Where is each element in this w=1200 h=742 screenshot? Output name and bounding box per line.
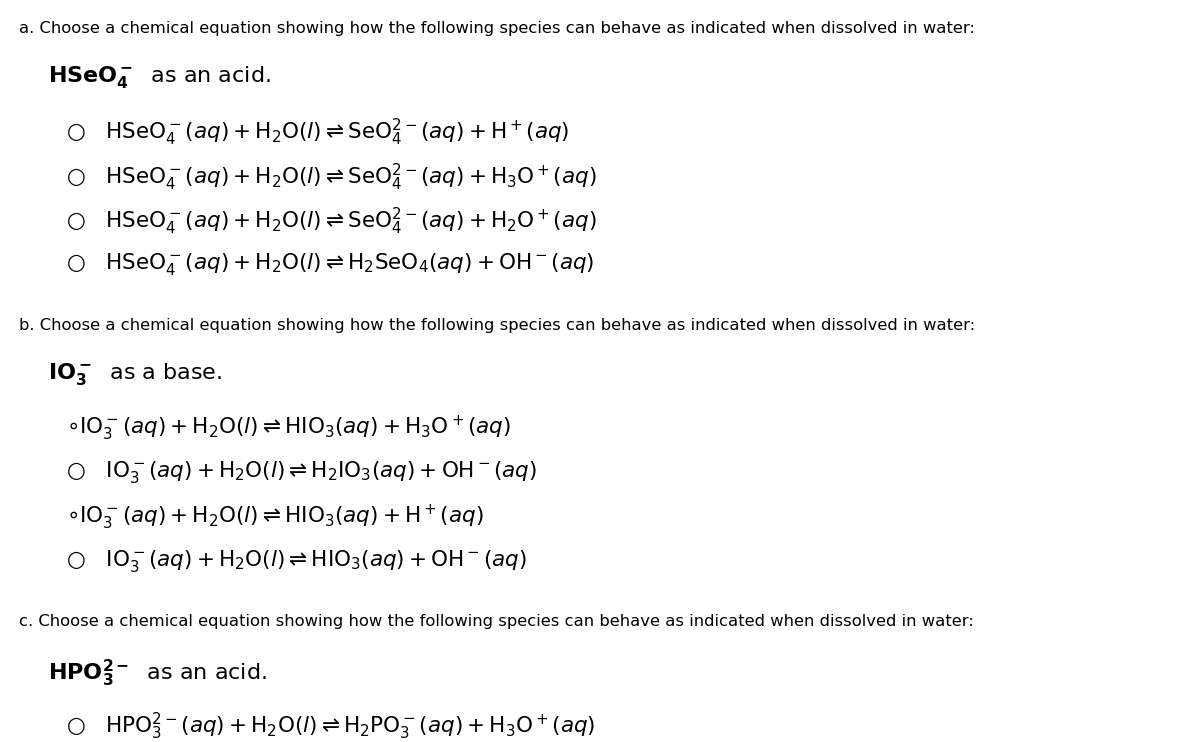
Text: $\circ\mathrm{IO_3^-}(aq) + \mathrm{H_2O}(l) \rightleftharpoons \mathrm{HIO_3}(a: $\circ\mathrm{IO_3^-}(aq) + \mathrm{H_2O…: [66, 414, 511, 443]
Text: $\bigcirc \quad \mathrm{HSeO_4^-}(aq) + \mathrm{H_2O}(l) \rightleftharpoons \mat: $\bigcirc \quad \mathrm{HSeO_4^-}(aq) + …: [66, 251, 594, 277]
Text: $\mathbf{HSeO_4^-}$$\mathbf{\ }$ as an acid.: $\mathbf{HSeO_4^-}$$\mathbf{\ }$ as an a…: [48, 64, 271, 90]
Text: $\circ\mathrm{IO_3^-}(aq) + \mathrm{H_2O}(l) \rightleftharpoons \mathrm{HIO_3}(a: $\circ\mathrm{IO_3^-}(aq) + \mathrm{H_2O…: [66, 503, 484, 532]
Text: $\bigcirc \quad \mathrm{HSeO_4^-}(aq) + \mathrm{H_2O}(l) \rightleftharpoons \mat: $\bigcirc \quad \mathrm{HSeO_4^-}(aq) + …: [66, 117, 570, 148]
Text: $\bigcirc \quad \mathrm{IO_3^-}(aq) + \mathrm{H_2O}(l) \rightleftharpoons \mathr: $\bigcirc \quad \mathrm{IO_3^-}(aq) + \m…: [66, 548, 527, 574]
Text: a. Choose a chemical equation showing how the following species can behave as in: a. Choose a chemical equation showing ho…: [19, 21, 976, 36]
Text: b. Choose a chemical equation showing how the following species can behave as in: b. Choose a chemical equation showing ho…: [19, 318, 976, 332]
Text: $\bigcirc \quad \mathrm{HPO_3^{2-}}(aq) + \mathrm{H_2O}(l) \rightleftharpoons \m: $\bigcirc \quad \mathrm{HPO_3^{2-}}(aq) …: [66, 711, 595, 742]
Text: $\bigcirc \quad \mathrm{HSeO_4^-}(aq) + \mathrm{H_2O}(l) \rightleftharpoons \mat: $\bigcirc \quad \mathrm{HSeO_4^-}(aq) + …: [66, 162, 596, 193]
Text: $\bigcirc \quad \mathrm{HSeO_4^-}(aq) + \mathrm{H_2O}(l) \rightleftharpoons \mat: $\bigcirc \quad \mathrm{HSeO_4^-}(aq) + …: [66, 206, 596, 237]
Text: $\bigcirc \quad \mathrm{IO_3^-}(aq) + \mathrm{H_2O}(l) \rightleftharpoons \mathr: $\bigcirc \quad \mathrm{IO_3^-}(aq) + \m…: [66, 459, 538, 485]
Text: $\mathbf{HPO_3^{2-}}$$\mathbf{\ }$ as an acid.: $\mathbf{HPO_3^{2-}}$$\mathbf{\ }$ as an…: [48, 657, 266, 689]
Text: $\mathbf{IO_3^-}$$\mathbf{\ }$ as a base.: $\mathbf{IO_3^-}$$\mathbf{\ }$ as a base…: [48, 361, 222, 387]
Text: c. Choose a chemical equation showing how the following species can behave as in: c. Choose a chemical equation showing ho…: [19, 614, 974, 629]
